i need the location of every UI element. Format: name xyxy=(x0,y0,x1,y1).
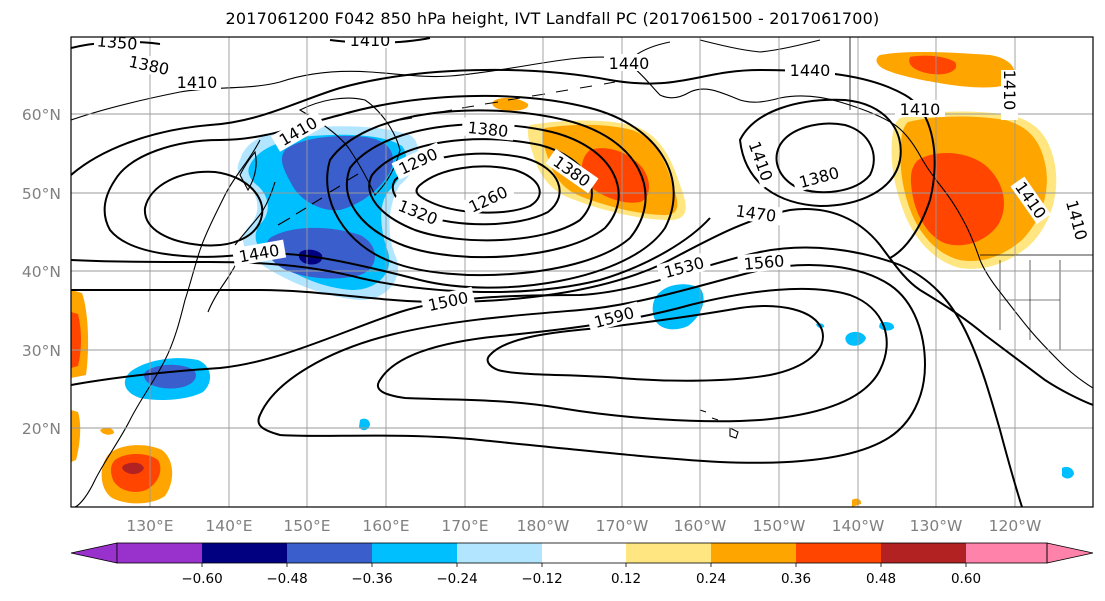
colorbar-tick-label: −0.48 xyxy=(266,571,307,587)
colorbar-segment xyxy=(457,543,542,563)
lat-label: 50°N xyxy=(22,185,61,203)
longitude-labels: 130°E 140°E 150°E 160°E 170°E 180°W 170°… xyxy=(126,517,1041,535)
positive-anomaly-southwest-core2 xyxy=(122,462,144,475)
contour-label: 1410 xyxy=(1000,70,1019,120)
colorbar-segment xyxy=(372,543,457,563)
svg-text:1560: 1560 xyxy=(743,251,785,273)
map-frame xyxy=(70,36,1094,508)
contour-1350 xyxy=(345,123,620,259)
positive-anomaly-gulf-core2 xyxy=(581,148,649,203)
lon-label: 120°W xyxy=(989,517,1042,535)
colorbar-tick-label: −0.60 xyxy=(181,571,222,587)
svg-text:1380: 1380 xyxy=(467,118,509,141)
coastline-sakhalin xyxy=(239,150,257,192)
svg-text:1410: 1410 xyxy=(177,73,218,92)
colorbar-segment xyxy=(711,543,796,563)
lon-label: 150°W xyxy=(753,517,806,535)
positive-anomaly-small6 xyxy=(100,427,114,435)
contour-label: 1440 xyxy=(604,54,654,73)
lon-label: 140°E xyxy=(205,517,252,535)
lat-label: 60°N xyxy=(22,106,61,124)
lon-label: 130°E xyxy=(126,517,173,535)
contour-1470 xyxy=(71,208,1093,406)
contour-1380-west xyxy=(143,109,647,277)
contour-label: 1410 xyxy=(345,31,395,50)
lat-label: 30°N xyxy=(22,342,61,360)
lon-label: 150°E xyxy=(283,517,330,535)
lon-label: 160°E xyxy=(362,517,409,535)
colorbar-segment xyxy=(626,543,711,563)
contour-label: 1350 xyxy=(94,31,140,54)
colorbar-tick-label: 0.48 xyxy=(866,571,896,587)
lon-label: 180°W xyxy=(517,517,570,535)
colorbar: −0.60 −0.48 −0.36 −0.24 −0.12 0.12 0.24 … xyxy=(70,542,1094,587)
negative-anomaly-small3 xyxy=(359,418,370,431)
colorbar-tick-label: −0.12 xyxy=(521,571,562,587)
lon-label: 130°W xyxy=(910,517,963,535)
positive-anomaly-small7 xyxy=(852,498,862,507)
svg-text:1410: 1410 xyxy=(900,100,941,119)
colorbar-segment xyxy=(796,543,881,563)
colorbar-extend-high xyxy=(1046,542,1094,564)
colorbar-segment xyxy=(881,543,966,563)
contour-1410 xyxy=(103,94,902,289)
positive-anomaly-arctic xyxy=(492,97,529,111)
svg-text:1410: 1410 xyxy=(350,31,391,50)
contour-1560 xyxy=(377,287,888,423)
us-canada-border xyxy=(849,37,1093,256)
negative-anomaly-northwest-core2 xyxy=(281,136,393,211)
colorbar-tick-label: 0.60 xyxy=(951,571,981,587)
coastlines xyxy=(71,37,1093,507)
colorbar-segment xyxy=(542,543,626,563)
contour-1530 xyxy=(257,264,927,464)
contour-label: 1410 xyxy=(173,73,221,92)
colorbar-tick-label: −0.36 xyxy=(351,571,392,587)
colorbar-ticks xyxy=(201,563,967,567)
positive-anomaly-alaska-core xyxy=(909,55,957,75)
coastline-kurils xyxy=(277,173,359,226)
map-title: 2017061200 F042 850 hPa height, IVT Land… xyxy=(225,9,880,28)
svg-text:1440: 1440 xyxy=(609,54,650,73)
colorbar-tick-label: 0.24 xyxy=(696,571,726,587)
lon-label: 140°W xyxy=(832,517,885,535)
negative-anomaly-small4 xyxy=(1062,466,1074,479)
contour-label: 1440 xyxy=(785,61,835,80)
contour-label: 1560 xyxy=(737,250,791,274)
colorbar-extend-low xyxy=(70,542,118,564)
contour-label: 1470 xyxy=(729,200,783,226)
negative-anomaly-small1 xyxy=(845,331,866,346)
lon-label: 170°W xyxy=(596,517,649,535)
colorbar-tick-label: −0.24 xyxy=(436,571,477,587)
lat-label: 20°N xyxy=(22,420,61,438)
coastline-alaska xyxy=(619,57,1093,389)
positive-anomaly-west-edge-core xyxy=(71,312,81,368)
contour-1440 xyxy=(71,68,936,294)
colorbar-tick-label: 0.36 xyxy=(781,571,811,587)
coastline-hawaii xyxy=(699,409,739,439)
state-borders xyxy=(999,260,1061,350)
lon-label: 160°W xyxy=(674,517,727,535)
colorbar-tick-label: 0.12 xyxy=(611,571,641,587)
contour-label: 1410 xyxy=(895,100,945,119)
coastline-asia-north xyxy=(71,56,621,507)
colorbar-segment xyxy=(966,543,1047,563)
contour-1380-east xyxy=(775,122,875,194)
contour-1320 xyxy=(368,138,593,242)
positive-anomaly-west-edge2 xyxy=(71,410,81,462)
svg-text:1350: 1350 xyxy=(96,31,138,53)
svg-text:1410: 1410 xyxy=(1000,70,1019,111)
contour-label: 1380 xyxy=(123,51,175,79)
contour-1260 xyxy=(415,165,541,214)
lon-label: 170°E xyxy=(441,517,488,535)
svg-text:1440: 1440 xyxy=(790,61,831,80)
lat-label: 40°N xyxy=(22,263,61,281)
contour-label: 1380 xyxy=(461,117,515,141)
colorbar-segment xyxy=(202,543,287,563)
colorbar-segment xyxy=(287,543,372,563)
colorbar-outline xyxy=(116,542,1048,564)
latitude-labels: 60°N 50°N 40°N 30°N 20°N xyxy=(22,106,61,438)
colorbar-segment xyxy=(117,543,202,563)
